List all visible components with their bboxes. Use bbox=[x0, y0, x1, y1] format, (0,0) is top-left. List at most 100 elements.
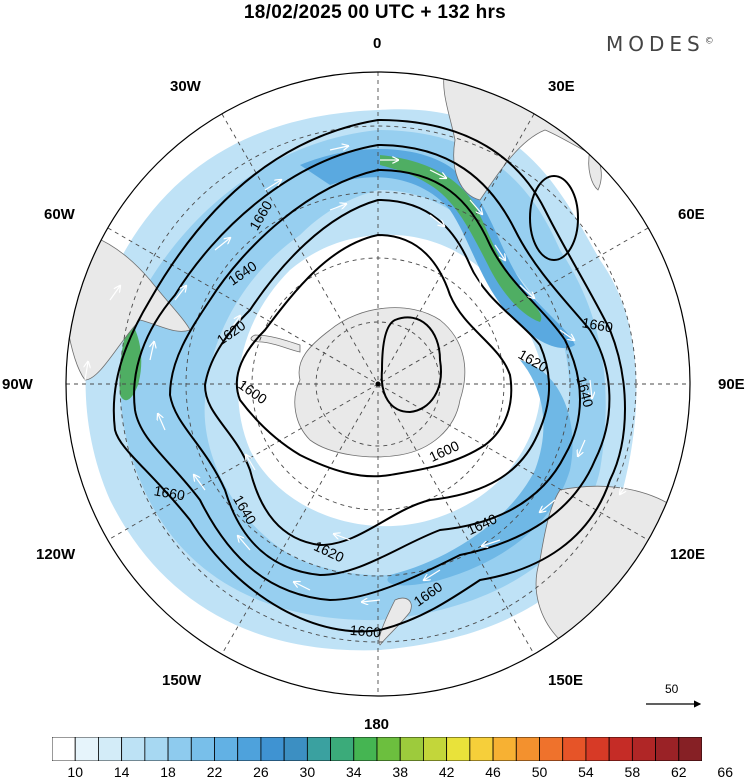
colorbar-tick-label: 54 bbox=[578, 764, 594, 780]
wind-vector bbox=[578, 439, 586, 456]
shading-jet-core bbox=[300, 148, 575, 349]
colorbar-tick-label: 58 bbox=[624, 764, 641, 780]
colorbar-swatch bbox=[74, 737, 99, 761]
colorbar-swatch bbox=[306, 737, 331, 761]
wind-vector bbox=[229, 316, 240, 331]
wind-vector bbox=[238, 536, 251, 551]
lon-label-30w: 30W bbox=[170, 78, 201, 95]
wind-vector bbox=[194, 475, 206, 491]
colorbar-swatch bbox=[330, 737, 355, 761]
colorbar-swatch bbox=[469, 737, 494, 761]
wind-vector bbox=[109, 286, 120, 301]
colorbar-swatch bbox=[237, 737, 262, 761]
wind-vector bbox=[294, 582, 311, 591]
colorbar-swatch bbox=[492, 737, 517, 761]
copyright-mark: © bbox=[704, 36, 714, 47]
colorbar-tick-label: 26 bbox=[253, 764, 269, 780]
colorbar-tick-label: 46 bbox=[485, 764, 501, 780]
colorbar-tick-label: 14 bbox=[113, 764, 130, 780]
colorbar-tick-label: 66 bbox=[717, 764, 733, 780]
colorbar-swatch bbox=[585, 737, 610, 761]
shading-south-core bbox=[387, 360, 573, 586]
colorbar bbox=[52, 737, 702, 761]
geopotential-contours bbox=[112, 118, 626, 633]
contour-high-cell bbox=[529, 175, 579, 261]
lon-label-60w: 60W bbox=[44, 206, 75, 223]
map-boundary bbox=[65, 71, 691, 697]
wind-vector bbox=[214, 238, 230, 251]
colorbar-tick-label: 22 bbox=[206, 764, 223, 780]
colorbar-swatch bbox=[376, 737, 401, 761]
wind-vector bbox=[590, 379, 592, 398]
wind-vector bbox=[429, 214, 444, 226]
wind-vector bbox=[264, 180, 281, 191]
wind-vector bbox=[150, 342, 154, 361]
wind-vectors bbox=[85, 146, 642, 602]
colorbar-tick-label: 38 bbox=[392, 764, 408, 780]
colorbar-tick-labels: 10141822263034384246505458626670 bbox=[0, 764, 750, 782]
wind-vector bbox=[524, 419, 531, 436]
contour-1660 bbox=[133, 143, 611, 602]
south-pole-marker bbox=[375, 381, 381, 387]
wind-vector bbox=[559, 329, 574, 340]
lon-label-120e: 120E bbox=[670, 546, 706, 563]
contour-label: 1660 bbox=[349, 622, 382, 641]
wind-vector bbox=[469, 199, 482, 214]
colorbar-swatch bbox=[260, 737, 285, 761]
colorbar-swatch bbox=[399, 737, 424, 761]
colorbar-tick-label: 10 bbox=[67, 764, 83, 780]
colorbar-swatch bbox=[562, 737, 587, 761]
colorbar-swatch bbox=[190, 737, 215, 761]
wind-vector bbox=[640, 359, 642, 378]
map-title: 18/02/2025 00 UTC + 132 hrs bbox=[243, 2, 507, 23]
colorbar-swatch bbox=[515, 737, 540, 761]
wind-vector bbox=[620, 479, 631, 494]
contour-label: 1640 bbox=[573, 375, 597, 409]
wind-vector bbox=[174, 286, 186, 301]
contour-1620 bbox=[203, 198, 550, 547]
contour-label: 1660 bbox=[581, 314, 615, 335]
colorbar-swatch bbox=[52, 737, 76, 761]
wind-vector bbox=[482, 539, 501, 546]
wind-vector bbox=[469, 269, 480, 285]
lon-label-180: 180 bbox=[364, 716, 390, 733]
wind-vector bbox=[454, 499, 471, 506]
colorbar-swatch bbox=[214, 737, 239, 761]
colorbar-tick-label: 50 bbox=[531, 764, 548, 780]
colorbar-swatch bbox=[539, 737, 564, 761]
lon-label-90w: 90W bbox=[2, 376, 33, 393]
australia bbox=[535, 485, 690, 654]
colorbar-swatch bbox=[678, 737, 702, 761]
shading-band-mid bbox=[120, 130, 606, 621]
wind-vector bbox=[540, 499, 556, 512]
wind-vector bbox=[334, 534, 351, 541]
antarctica bbox=[294, 307, 466, 458]
contour-low-center bbox=[380, 316, 442, 414]
colorbar-swatch bbox=[655, 737, 680, 761]
lon-label-60e: 60E bbox=[678, 206, 705, 223]
wind-vector bbox=[85, 362, 88, 381]
brand-logo: MODES© bbox=[606, 32, 714, 56]
colorbar-tick-label: 30 bbox=[299, 764, 316, 780]
contour-label: 1600 bbox=[235, 376, 270, 407]
lon-label-150w: 150W bbox=[162, 672, 202, 689]
colorbar-swatch bbox=[608, 737, 633, 761]
shading-jet-max bbox=[380, 155, 542, 322]
colorbar-swatch bbox=[144, 737, 169, 761]
colorbar-swatch bbox=[423, 737, 448, 761]
colorbar-swatch bbox=[98, 737, 123, 761]
lon-label-150e: 150E bbox=[548, 672, 584, 689]
new-zealand bbox=[378, 597, 412, 646]
wind-vector bbox=[519, 284, 534, 298]
wind-vector bbox=[362, 600, 381, 602]
wind-vector bbox=[246, 455, 256, 471]
colorbar-swatch bbox=[121, 737, 146, 761]
colorbar-swatch bbox=[167, 737, 192, 761]
lon-label-0: 0 bbox=[373, 35, 382, 52]
wind-vector bbox=[158, 414, 166, 431]
contour-1660-outer bbox=[112, 118, 626, 633]
lon-label-90e: 90E bbox=[718, 376, 745, 393]
wind-vector bbox=[329, 146, 348, 150]
contour-1640 bbox=[168, 168, 581, 577]
wind-vector bbox=[429, 169, 446, 178]
